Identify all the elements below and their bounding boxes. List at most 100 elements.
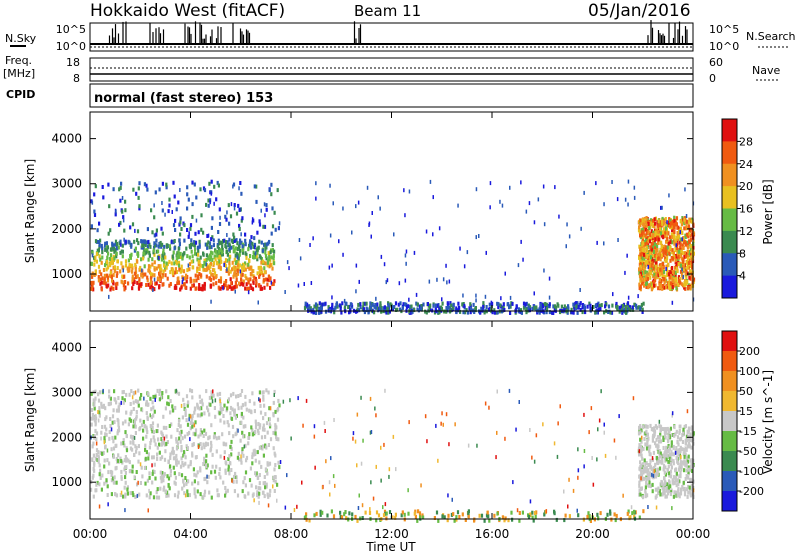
- echo-cell: [203, 258, 206, 263]
- echo-cell: [123, 237, 125, 242]
- echo-cell: [143, 264, 146, 269]
- echo-cell: [233, 206, 236, 211]
- echo-cell: [157, 495, 161, 500]
- echo-cell: [662, 267, 665, 272]
- echo-cell: [210, 245, 213, 250]
- echo-cell: [92, 441, 95, 446]
- echo-cell: [267, 251, 270, 256]
- echo-cell: [689, 478, 692, 483]
- echo-cell: [194, 420, 197, 425]
- echo-cell: [644, 270, 647, 275]
- echo-cell: [456, 510, 460, 515]
- echo-cell: [662, 435, 665, 440]
- echo-cell: [160, 226, 163, 231]
- echo-cell: [656, 447, 659, 451]
- echo-cell: [344, 510, 347, 514]
- echo-cell: [612, 292, 614, 297]
- echo-cell: [236, 493, 240, 498]
- echo-cell: [691, 232, 694, 237]
- echo-cell: [169, 456, 172, 460]
- echo-cell: [240, 218, 243, 223]
- echo-cell: [688, 443, 691, 448]
- echo-cell: [385, 511, 388, 516]
- echo-cell: [257, 431, 260, 436]
- echo-cell: [655, 505, 658, 510]
- echo-cell: [690, 227, 693, 232]
- echo-cell: [254, 425, 258, 430]
- echo-cell: [143, 251, 147, 256]
- echo-cell: [239, 438, 242, 443]
- echo-cell: [108, 394, 111, 399]
- echo-cell: [208, 412, 211, 417]
- echo-cell: [148, 471, 151, 476]
- echo-cell: [407, 304, 410, 309]
- echo-cell: [627, 179, 630, 184]
- echo-cell: [405, 304, 409, 309]
- echo-cell: [104, 432, 107, 437]
- nave-tick-bottom: 0: [709, 72, 716, 85]
- echo-cell: [169, 282, 172, 286]
- echo-cell: [604, 453, 607, 458]
- echo-cell: [520, 310, 523, 315]
- echo-cell: [107, 402, 110, 407]
- echo-cell: [267, 494, 270, 499]
- echo-cell: [660, 279, 663, 283]
- echo-cell: [212, 435, 216, 440]
- echo-cell: [190, 238, 193, 243]
- echo-cell: [108, 256, 111, 261]
- echo-cell: [679, 474, 682, 479]
- echo-cell: [125, 458, 128, 463]
- echo-cell: [218, 240, 221, 245]
- echo-cell: [97, 240, 100, 244]
- echo-cell: [92, 466, 95, 471]
- echo-cell: [648, 268, 652, 273]
- echo-cell: [653, 242, 657, 247]
- echo-cell: [172, 450, 175, 455]
- echo-cell: [121, 280, 124, 285]
- echo-cell: [308, 518, 311, 523]
- echo-cell: [112, 286, 115, 291]
- echo-cell: [642, 241, 645, 246]
- echo-cell: [659, 257, 662, 262]
- echo-cell: [142, 428, 145, 433]
- echo-cell: [445, 412, 448, 417]
- echo-cell: [374, 406, 376, 411]
- echo-cell: [524, 302, 527, 307]
- echo-cell: [235, 211, 239, 216]
- echo-cell: [379, 303, 382, 308]
- echo-cell: [219, 454, 222, 459]
- echo-cell: [194, 432, 197, 437]
- echo-cell: [125, 410, 128, 415]
- echo-cell: [265, 277, 268, 282]
- echo-cell: [186, 185, 189, 190]
- echo-cell: [249, 239, 252, 244]
- echo-cell: [167, 483, 170, 488]
- echo-cell: [628, 516, 631, 521]
- echo-cell: [455, 517, 458, 522]
- echo-cell: [166, 490, 169, 495]
- echo-cell: [111, 476, 115, 481]
- echo-cell: [176, 254, 179, 259]
- echo-cell: [198, 406, 201, 411]
- echo-cell: [677, 442, 680, 447]
- echo-cell: [356, 412, 359, 417]
- echo-cell: [669, 245, 672, 250]
- echo-cell: [141, 243, 144, 248]
- echo-cell: [496, 310, 499, 315]
- echo-cell: [218, 259, 221, 264]
- echo-cell: [676, 459, 679, 464]
- colorbar-tick-label: 20: [739, 180, 753, 193]
- echo-cell: [464, 518, 467, 522]
- echo-cell: [121, 390, 124, 395]
- echo-cell: [228, 242, 231, 247]
- echo-cell: [119, 493, 122, 497]
- echo-cell: [136, 280, 139, 285]
- echo-cell: [654, 283, 657, 288]
- echo-cell: [184, 412, 187, 417]
- echo-cell: [685, 252, 688, 256]
- echo-cell: [179, 464, 183, 469]
- echo-cell: [332, 514, 336, 519]
- echo-cell: [666, 236, 669, 241]
